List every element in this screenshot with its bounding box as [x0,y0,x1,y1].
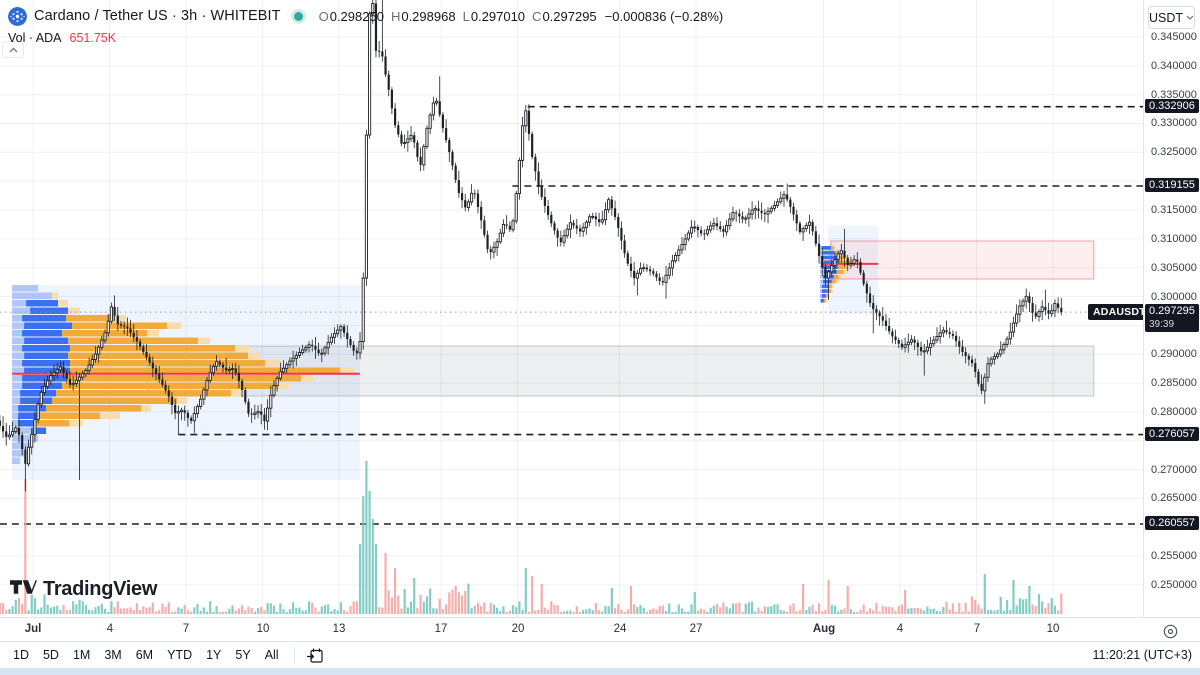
price-tick-label: 0.335000 [1151,89,1197,101]
volume-indicator-label[interactable]: Vol · ADA [8,31,62,45]
time-tick-label: 10 [256,623,270,635]
close-label: C [532,8,542,24]
window-bottom-strip [0,668,1200,675]
chevron-up-icon [9,47,17,52]
price-level-badge: 0.332906 [1145,99,1199,113]
ohlc-values: O0.298250 H0.298968 L0.297010 C0.297295 … [319,9,724,24]
time-tick-label: Jul [24,623,42,635]
bar-countdown: 39:39 [1149,319,1175,330]
price-tick-label: 0.305000 [1151,262,1197,274]
clock-timezone-button[interactable]: 11:20:21 (UTC+3) [1092,648,1192,662]
calendar-icon [306,648,323,663]
range-button-1d[interactable]: 1D [13,648,29,662]
price-level-badge: 0.260557 [1145,516,1199,530]
target-icon[interactable] [1160,621,1180,641]
close-value: 0.297295 [542,8,597,24]
range-button-all[interactable]: All [264,648,279,662]
price-tick-label: 0.345000 [1151,31,1197,43]
time-tick-label: 4 [896,623,904,635]
price-level-badge: 0.319155 [1145,178,1199,192]
time-tick-label: 10 [1046,623,1060,635]
range-button-ytd[interactable]: YTD [167,648,193,662]
price-tick-label: 0.280000 [1151,406,1197,418]
volume-series [0,461,1063,614]
symbol-price-label-badge: ADAUSDT [1088,304,1143,320]
tradingview-watermark: TradingView [10,578,157,601]
current-price-badge: 0.297295 39:39 [1145,304,1199,332]
price-tick-label: 0.315000 [1151,204,1197,216]
time-axis[interactable]: Jul 4 7 10 13 17 20 24 27 Aug 4 7 10 [0,617,1200,641]
price-tick-label: 0.300000 [1151,291,1197,303]
price-tick-label: 0.270000 [1151,464,1197,476]
legend-collapse-button[interactable] [2,41,24,58]
market-status-icon[interactable] [293,11,303,21]
high-label: H [390,8,401,24]
price-tick-label: 0.285000 [1151,377,1197,389]
scroll-to-realtime-icon [1163,624,1177,638]
time-tick-label: 7 [182,623,190,635]
time-tick-label: 20 [511,623,525,635]
tradingview-logo-icon [10,579,37,594]
date-range-buttons: 1D 5D 1M 3M 6M YTD 1Y 5Y All [6,645,286,665]
price-axis[interactable]: 0.250000 0.255000 0.265000 0.270000 0.280000… [1143,0,1200,617]
price-tick-label: 0.310000 [1151,233,1197,245]
range-button-1m[interactable]: 1M [72,648,91,662]
chart-pane[interactable]: TradingView ADAUSDT [0,0,1143,617]
time-tick-label: Aug [812,623,836,635]
candlestick-chart [0,0,1143,617]
go-to-date-button[interactable] [303,645,327,666]
range-button-5d[interactable]: 5D [42,648,59,662]
price-tick-label: 0.330000 [1151,117,1197,129]
time-tick-label: 27 [689,623,703,635]
currency-label: USDT [1149,10,1184,25]
chevron-down-icon [1186,15,1194,20]
range-button-5y[interactable]: 5Y [235,648,251,662]
time-tick-label: 13 [332,623,346,635]
change-value: −0.000836 (−0.28%) [604,8,724,24]
range-button-6m[interactable]: 6M [135,648,154,662]
price-tick-label: 0.265000 [1151,492,1197,504]
time-tick-label: 7 [973,623,981,635]
price-tick-label: 0.290000 [1151,348,1197,360]
low-label: L [462,8,470,24]
price-level-badge: 0.276057 [1145,427,1199,441]
time-tick-label: 24 [613,623,627,635]
volume-indicator-value: 651.75K [69,31,117,45]
bottom-toolbar: 1D 5D 1M 3M 6M YTD 1Y 5Y All 11:20:21 (UTC+3) [0,641,1200,668]
toolbar-divider [293,646,295,664]
open-label: O [318,8,329,24]
high-value: 0.298968 [401,8,456,24]
price-tick-label: 0.255000 [1151,550,1197,562]
price-tick-label: 0.250000 [1151,579,1197,591]
currency-selector-button[interactable]: USDT [1148,6,1195,29]
range-button-3m[interactable]: 3M [104,648,122,662]
candlestick-series [0,0,1063,492]
time-tick-label: 17 [434,623,448,635]
symbol-title[interactable]: Cardano / Tether US · 3h · WHITEBIT [34,8,281,24]
cardano-logo-icon [8,6,27,26]
low-value: 0.297010 [470,8,526,24]
price-tick-label: 0.340000 [1151,60,1197,72]
time-tick-label: 4 [106,623,114,635]
open-value: 0.298250 [329,8,384,24]
range-button-1y[interactable]: 1Y [206,648,222,662]
price-tick-label: 0.325000 [1151,146,1197,158]
chart-legend: Cardano / Tether US · 3h · WHITEBIT O0.2… [8,5,723,47]
watermark-text: TradingView [43,578,158,600]
